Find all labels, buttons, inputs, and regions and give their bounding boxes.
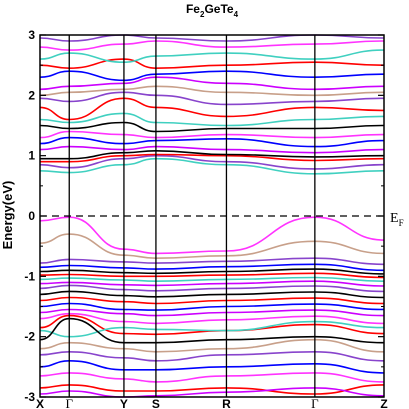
title-part-main: Fe <box>186 2 200 16</box>
band-line-39 <box>39 49 385 64</box>
band-line-31 <box>39 121 385 133</box>
y-tick-label-1: -3 <box>24 390 35 404</box>
y-axis-label: Energy(eV) <box>0 181 15 250</box>
band-line-29 <box>39 136 385 148</box>
fermi-label-main: E <box>390 211 399 226</box>
x-tick-label-5: R <box>222 397 231 409</box>
y-tick-label-4: 0 <box>28 209 35 223</box>
band-line-6 <box>39 272 385 279</box>
x-tick-label-3: Y <box>120 397 128 409</box>
band-line-18 <box>39 338 385 353</box>
band-line-7 <box>39 276 385 283</box>
title-part-mid: GeTe <box>204 2 233 16</box>
band-line-8 <box>39 280 385 287</box>
band-line-20 <box>39 359 385 374</box>
band-line-38 <box>39 58 385 70</box>
band-line-25 <box>39 154 385 170</box>
band-line-30 <box>39 130 385 139</box>
x-tick-label-2: Γ <box>65 396 73 409</box>
chart-title: Fe2GeTe4 <box>186 2 239 19</box>
band-line-12 <box>39 302 385 311</box>
band-line-40 <box>39 40 385 51</box>
y-tick-label-2: -2 <box>24 330 35 344</box>
band-line-36 <box>39 76 385 91</box>
x-tick-label-1: X <box>36 397 44 409</box>
band-line-21 <box>39 372 385 383</box>
band-line-16 <box>39 320 385 338</box>
y-ticks-group: -3 -2 -1 0 1 2 3 <box>24 28 384 404</box>
band-line-13 <box>39 308 385 317</box>
band-line-2 <box>39 233 385 260</box>
band-line-3 <box>39 257 385 266</box>
band-line-19 <box>39 350 385 362</box>
x-tick-label-7: Z <box>380 397 387 409</box>
y-tick-label-7: 3 <box>28 28 35 42</box>
band-line-9 <box>39 284 385 293</box>
y-tick-label-5: 1 <box>28 149 35 163</box>
band-line-35 <box>39 85 385 97</box>
band-line-11 <box>39 296 385 305</box>
band-line-10 <box>39 290 385 299</box>
band-line-1 <box>39 216 385 255</box>
fermi-label-sub: F <box>399 218 404 228</box>
fermi-level-label: EF <box>390 211 404 228</box>
y-tick-label-6: 2 <box>28 88 35 102</box>
y-tick-label-3: -1 <box>24 269 35 283</box>
title-part-sub1: 2 <box>200 10 205 19</box>
x-tick-label-6: Γ <box>311 396 319 409</box>
x-tick-label-4: S <box>152 397 160 409</box>
band-line-28 <box>39 145 385 154</box>
band-line-41 <box>39 34 385 42</box>
title-part-sub2: 4 <box>234 10 239 19</box>
band-line-15 <box>39 314 385 336</box>
band-line-37 <box>39 70 385 82</box>
